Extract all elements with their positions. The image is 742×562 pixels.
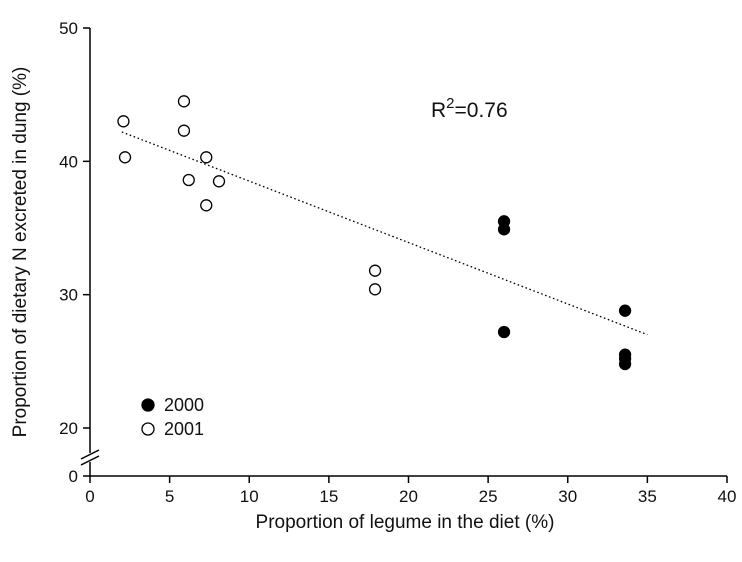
legend-label-2001: 2001 [164, 419, 204, 439]
data-point-2000 [618, 304, 632, 317]
axis-break-mark-2 [80, 455, 100, 466]
data-point-2001 [368, 264, 382, 277]
legend: 2000 2001 [141, 395, 204, 439]
axis-break-mark-1 [80, 449, 100, 460]
y-tick-label: 30 [59, 286, 78, 305]
x-axis-title: Proportion of legume in the diet (%) [256, 512, 555, 533]
data-point-2000 [618, 357, 632, 371]
legend-marker-2001 [141, 422, 155, 436]
x-tick-label: 10 [240, 487, 259, 506]
data-point-2000 [497, 223, 511, 236]
trendline [121, 131, 648, 336]
data-points [117, 95, 632, 371]
y-tick-label: 20 [59, 419, 78, 438]
r-squared-annotation: R2=0.76 [431, 95, 508, 122]
legend-marker-2000 [141, 398, 155, 412]
y-tick-label: 40 [59, 152, 78, 171]
x-tick-label: 30 [558, 487, 577, 506]
legend-label-2000: 2000 [164, 395, 204, 415]
x-tick-label: 5 [165, 487, 174, 506]
data-point-2001 [117, 115, 130, 128]
x-tick-label: 25 [479, 487, 498, 506]
x-tick-label: 40 [718, 487, 737, 506]
data-point-2001 [212, 175, 226, 188]
x-tick-label: 0 [85, 487, 94, 506]
x-tick-label: 15 [319, 487, 338, 506]
data-point-2001 [177, 95, 191, 108]
y-tick-label: 0 [69, 467, 78, 486]
y-ticks: 0 20 30 40 50 [59, 19, 90, 486]
x-ticks: 0 5 10 15 20 25 30 35 40 [85, 476, 736, 506]
x-tick-label: 35 [638, 487, 657, 506]
data-point-2001 [368, 283, 382, 296]
y-tick-label: 50 [59, 19, 78, 38]
data-point-2001 [200, 151, 213, 164]
data-point-2001 [177, 124, 191, 137]
data-point-2001 [182, 173, 195, 187]
data-point-2000 [497, 325, 511, 339]
data-point-2001 [200, 199, 213, 212]
y-axis-title: Proportion of dietary N excreted in dung… [10, 67, 31, 438]
x-tick-label: 20 [399, 487, 418, 506]
data-point-2001 [118, 151, 132, 164]
